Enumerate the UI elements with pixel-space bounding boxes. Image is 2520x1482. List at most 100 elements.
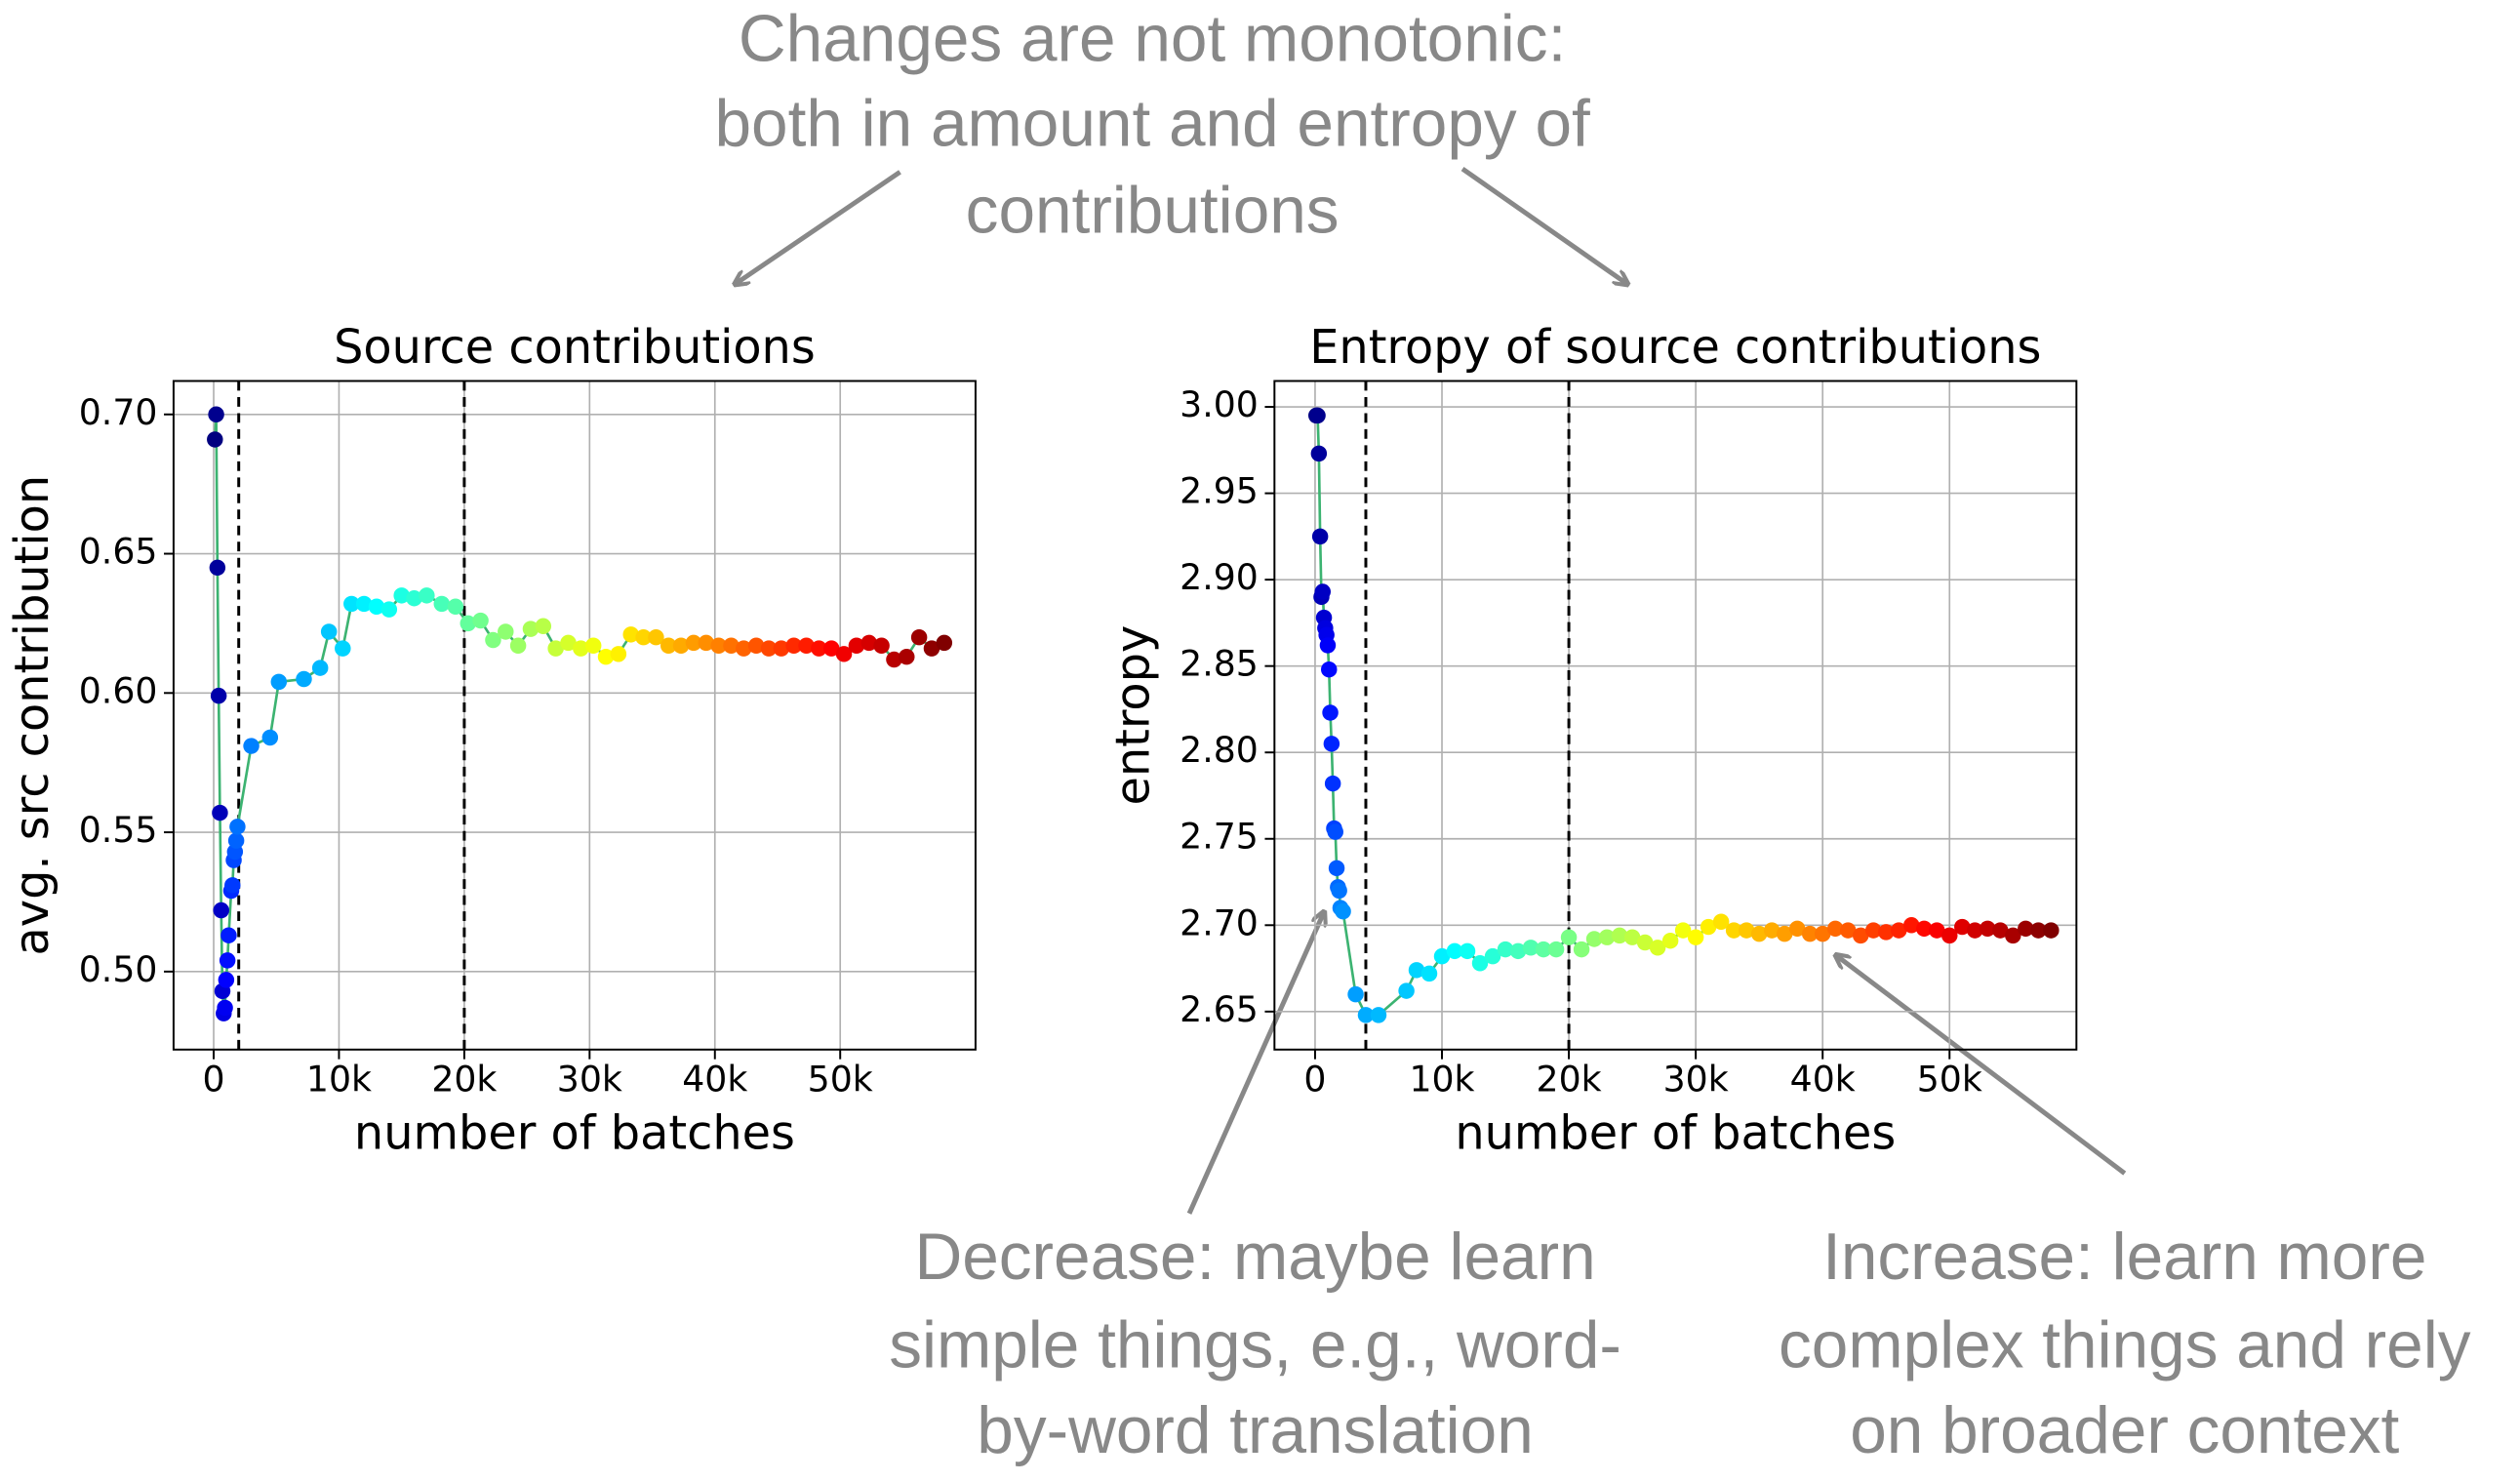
- point: [1661, 932, 1679, 949]
- x-tick-label: 40k: [682, 1059, 747, 1101]
- annotation: Increase: learn more: [1822, 1221, 2426, 1294]
- point: [848, 637, 865, 654]
- x-axis-label: number of batches: [1455, 1107, 1896, 1161]
- point: [736, 640, 752, 657]
- x-tick-label: 50k: [808, 1059, 873, 1101]
- point: [1319, 637, 1337, 654]
- x-tick-label: 20k: [431, 1059, 497, 1101]
- point: [1335, 902, 1351, 920]
- point: [335, 640, 351, 657]
- point: [1878, 924, 1895, 941]
- arrow: [735, 170, 901, 284]
- point: [368, 598, 385, 616]
- point: [660, 637, 677, 654]
- point: [573, 640, 589, 657]
- point: [522, 621, 540, 637]
- point: [311, 660, 329, 676]
- point: [1623, 929, 1641, 945]
- point: [2005, 927, 2021, 944]
- point: [218, 972, 235, 988]
- x-tick-label: 30k: [557, 1059, 622, 1101]
- point: [1310, 445, 1328, 462]
- point: [219, 952, 236, 969]
- point: [229, 819, 246, 835]
- point: [773, 640, 790, 657]
- point: [433, 595, 451, 613]
- x-tick-label: 0: [202, 1059, 224, 1101]
- point: [1649, 940, 1666, 956]
- point: [1712, 913, 1730, 930]
- point: [498, 623, 514, 640]
- point: [1941, 927, 1958, 944]
- point: [1314, 583, 1331, 600]
- point: [1370, 1007, 1387, 1023]
- point: [1357, 1007, 1375, 1023]
- point: [1347, 985, 1364, 1003]
- point: [1763, 922, 1780, 939]
- y-tick-label: 2.70: [1180, 901, 1259, 943]
- point: [243, 738, 260, 754]
- plot-frame: [1273, 380, 2078, 1051]
- annotation: by-word translation: [977, 1394, 1534, 1467]
- point: [296, 670, 312, 688]
- annotation: Decrease: maybe learn: [914, 1221, 1595, 1294]
- y-tick-label: 2.85: [1180, 643, 1259, 685]
- point: [1328, 860, 1345, 877]
- point: [1916, 920, 1933, 938]
- point: [1700, 918, 1717, 936]
- point: [910, 628, 928, 646]
- point: [320, 623, 338, 640]
- point: [1459, 942, 1476, 960]
- y-axis-label: entropy: [1107, 625, 1161, 806]
- point: [1980, 920, 1996, 938]
- y-tick-label: 0.65: [79, 531, 158, 573]
- y-tick-label: 0.70: [79, 391, 158, 433]
- annotation: on broader context: [1850, 1394, 2399, 1467]
- point: [886, 651, 902, 668]
- point: [635, 628, 652, 646]
- annotation: complex things and rely: [1779, 1309, 2471, 1382]
- line: [213, 414, 945, 1014]
- point: [1864, 922, 1882, 939]
- point: [1547, 941, 1565, 958]
- point: [1484, 947, 1501, 965]
- x-tick-label: 50k: [1917, 1059, 1982, 1101]
- point: [210, 687, 227, 704]
- point: [584, 637, 602, 654]
- point: [560, 634, 577, 652]
- plot-frame: [172, 380, 977, 1051]
- point: [747, 637, 765, 654]
- point: [811, 640, 827, 657]
- x-tick-label: 0: [1303, 1059, 1326, 1101]
- x-tick-label: 20k: [1537, 1059, 1602, 1101]
- y-tick-label: 2.65: [1180, 988, 1259, 1030]
- point: [1327, 823, 1343, 840]
- point: [936, 634, 953, 652]
- point: [1750, 925, 1768, 942]
- point: [1891, 922, 1907, 939]
- point: [355, 595, 373, 613]
- point: [672, 637, 690, 654]
- point: [899, 648, 915, 665]
- point: [1687, 929, 1704, 945]
- point: [1560, 929, 1578, 945]
- point: [760, 640, 778, 657]
- annotation: both in amount and entropy of: [714, 88, 1590, 161]
- point: [460, 615, 476, 632]
- point: [2018, 920, 2034, 938]
- point: [1573, 941, 1590, 958]
- annotation: simple things, e.g., word-: [889, 1309, 1621, 1382]
- point: [1408, 962, 1425, 979]
- x-axis-label: number of batches: [354, 1107, 795, 1161]
- point: [406, 589, 422, 607]
- point: [209, 559, 226, 577]
- y-tick-label: 0.50: [79, 948, 158, 990]
- point: [472, 612, 489, 629]
- point: [923, 640, 940, 657]
- point: [485, 631, 501, 649]
- x-tick-label: 30k: [1663, 1059, 1729, 1101]
- point: [1852, 927, 1869, 944]
- point: [873, 637, 890, 654]
- point: [1398, 982, 1415, 999]
